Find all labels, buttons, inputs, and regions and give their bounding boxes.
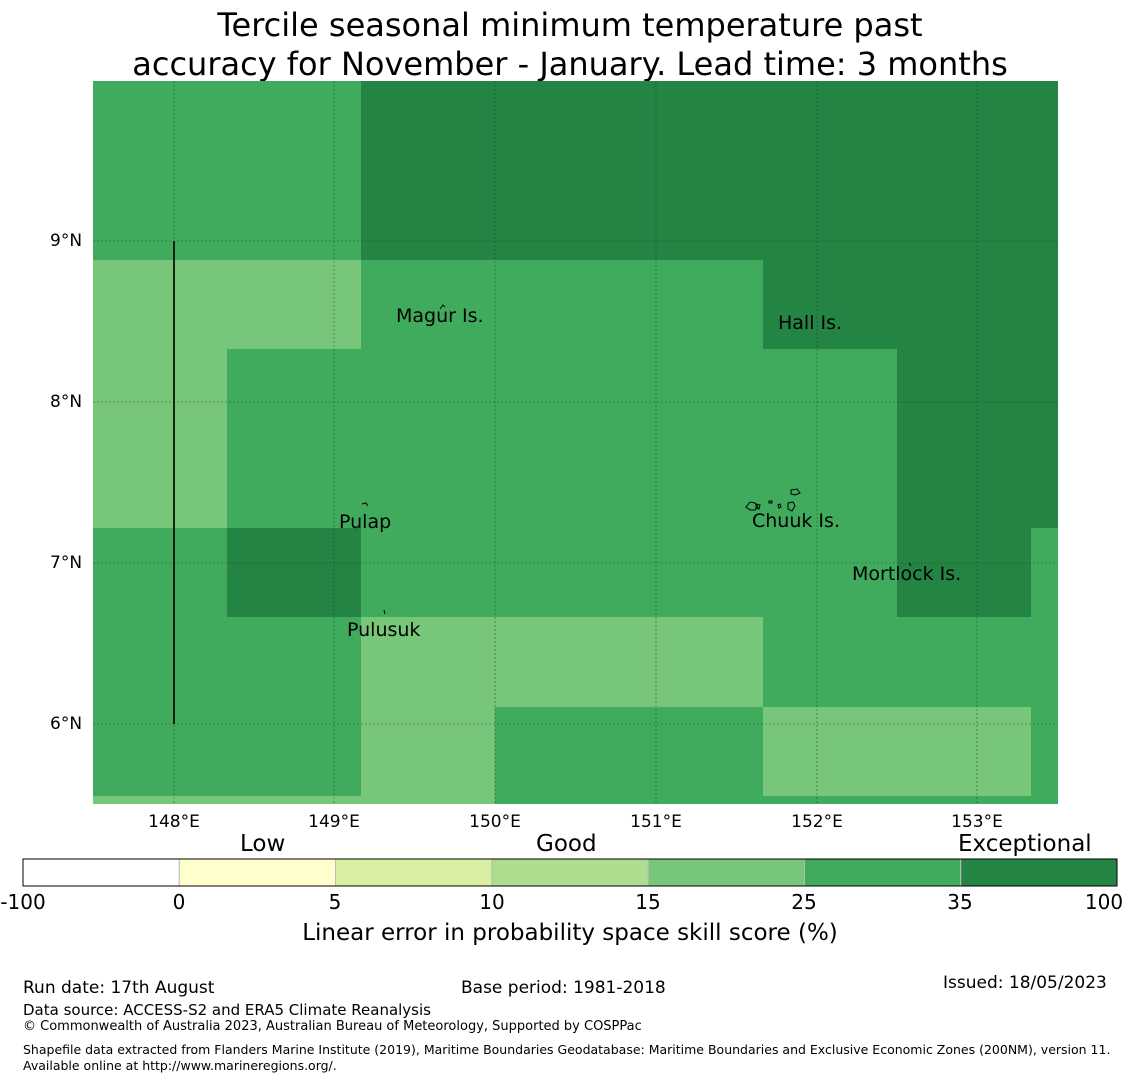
lat-label-7n: 7°N: [50, 553, 83, 573]
cell-light-nw: [93, 260, 361, 349]
lon-label-149e: 149°E: [308, 812, 360, 832]
shapefile-credit: Shapefile data extracted from Flanders M…: [23, 1042, 1111, 1073]
island-outlines: [361, 304, 912, 615]
issued-date: Issued: 18/05/2023: [943, 973, 1107, 993]
island-pulap: [361, 502, 369, 507]
colorbar-tick-label: 35: [947, 890, 973, 914]
colorbar-tick-label: 5: [328, 890, 342, 914]
place-label-chuuk: Chuuk Is.: [752, 510, 840, 532]
colorbar-label: Linear error in probability space skill …: [302, 920, 838, 946]
cell-light-west: [93, 349, 227, 528]
place-label-pulusuk: Pulusuk: [347, 619, 421, 641]
colorbar-swatch: [22, 858, 180, 887]
chart-title-line-2: accuracy for November - January. Lead ti…: [132, 45, 1008, 83]
cell-light-sw: [361, 707, 495, 804]
colorbar-tick-label: 100: [1084, 890, 1124, 914]
colorbar-category-low: Low: [240, 831, 286, 857]
colorbar-tick-label: 10: [479, 890, 505, 914]
data-source: Data source: ACCESS-S2 and ERA5 Climate …: [23, 1001, 431, 1019]
colorbar-tick-label: 15: [635, 890, 661, 914]
colorbar: [22, 858, 1118, 887]
lon-label-150e: 150°E: [469, 812, 521, 832]
cell-dark-mortlock: [897, 528, 1031, 617]
colorbar-swatch: [178, 858, 337, 887]
place-label-magur: Magur Is.: [396, 305, 484, 327]
lon-label-153e: 153°E: [951, 812, 1003, 832]
island-chuuk-lagoon: [768, 488, 801, 512]
colorbar-swatch: [491, 858, 649, 887]
island-mortlock: [908, 562, 912, 567]
run-date: Run date: 17th August: [23, 978, 215, 998]
lat-label-8n: 8°N: [50, 392, 83, 412]
lat-label-6n: 6°N: [50, 714, 83, 734]
colorbar-swatch: [335, 858, 493, 887]
island-pulusuk: [383, 609, 386, 615]
lon-label-151e: 151°E: [630, 812, 682, 832]
cell-dark-top: [361, 81, 1058, 260]
skill-cells: [93, 81, 1058, 804]
base-period: Base period: 1981-2018: [461, 978, 666, 998]
colorbar-swatch: [803, 858, 962, 887]
colorbar-category-good: Good: [536, 831, 597, 857]
colorbar-border: [22, 858, 1118, 887]
colorbar-swatch: [960, 858, 1118, 887]
colorbar-tick-label: 0: [172, 890, 186, 914]
cell-dark-hall: [763, 260, 1058, 349]
colorbar-swatch: [647, 858, 805, 887]
island-chuuk-west: [745, 501, 761, 511]
place-label-hall: Hall Is.: [778, 312, 843, 334]
colorbar-tick-label: 25: [791, 890, 817, 914]
island-magur: [439, 304, 446, 310]
cell-light-bottom: [93, 796, 361, 804]
colorbar-tick-label: -100: [0, 890, 46, 914]
lon-label-148e: 148°E: [148, 812, 200, 832]
chart-title-line-1: Tercile seasonal minimum temperature pas…: [217, 6, 923, 44]
cell-dark-east: [897, 349, 1058, 528]
place-label-mortlock: Mortlock Is.: [852, 563, 962, 585]
cell-dark-pulap: [227, 528, 361, 617]
colorbar-category-exceptional: Exceptional: [958, 831, 1092, 857]
lon-label-152e: 152°E: [791, 812, 843, 832]
place-label-pulap: Pulap: [339, 511, 392, 533]
cell-light-se: [763, 707, 1031, 796]
lat-label-9n: 9°N: [50, 231, 83, 251]
cell-light-south: [361, 617, 763, 707]
copyright: © Commonwealth of Australia 2023, Austra…: [23, 1019, 642, 1034]
